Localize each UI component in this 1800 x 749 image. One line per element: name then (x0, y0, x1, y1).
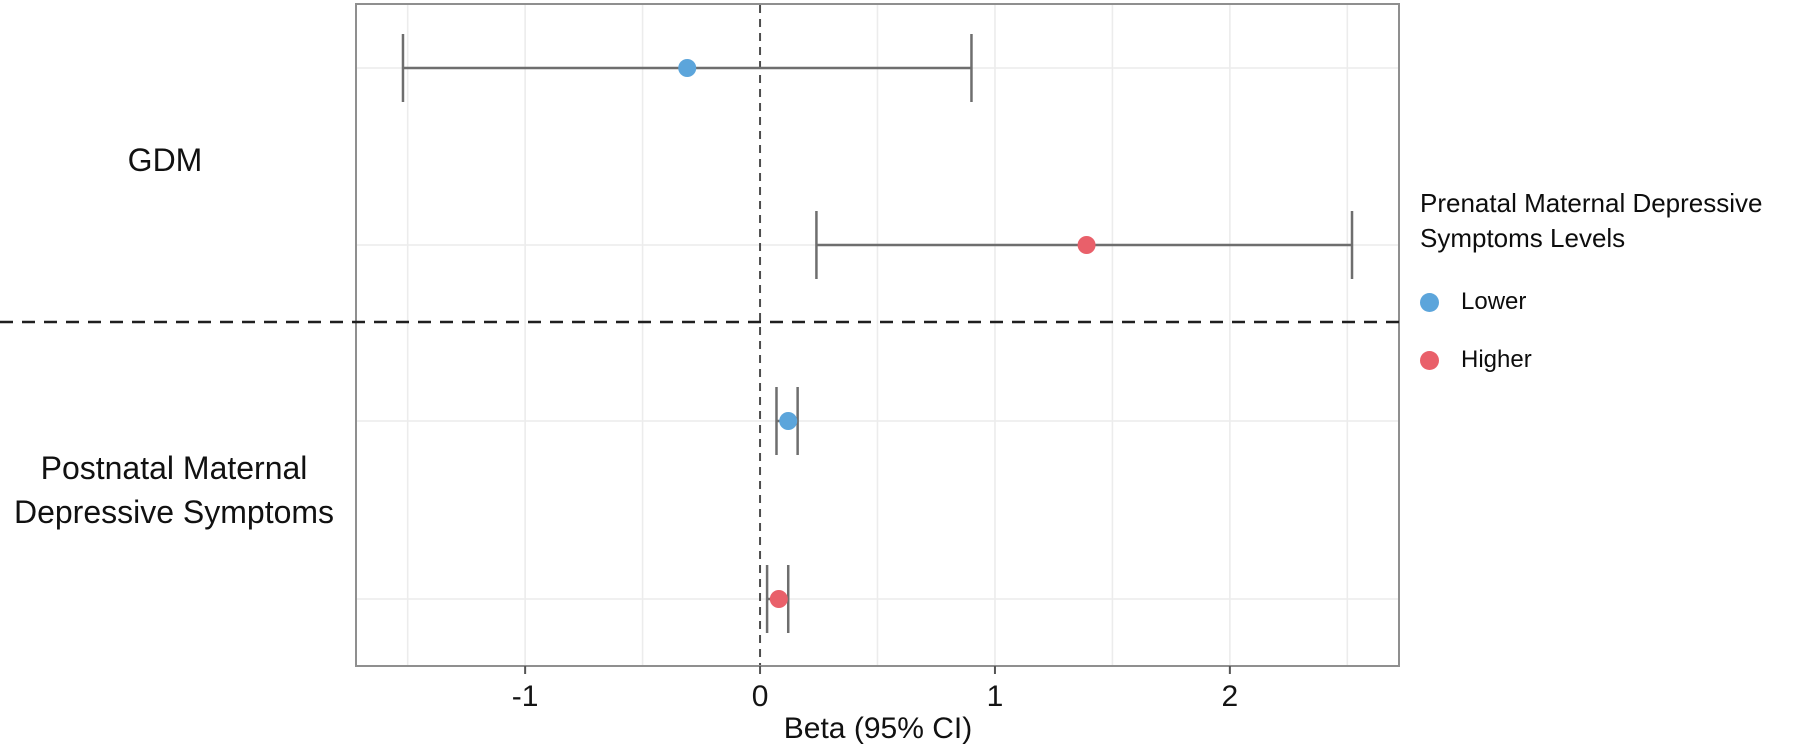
legend-title-line: Symptoms Levels (1420, 223, 1626, 253)
group-label-gdm: GDM (40, 138, 290, 182)
panel-border (355, 3, 1400, 667)
legend-title: Prenatal Maternal Depressive Symptoms Le… (1420, 186, 1770, 256)
group-label-line: Postnatal Maternal (40, 450, 308, 486)
legend: Prenatal Maternal Depressive Symptoms Le… (1420, 186, 1770, 374)
group-label-postnatal: Postnatal Maternal Depressive Symptoms (0, 446, 356, 534)
legend-item-higher: Higher (1420, 346, 1770, 374)
point-estimate-lower (678, 59, 697, 77)
group-label-line: Depressive Symptoms (13, 494, 335, 530)
legend-title-line: Prenatal Maternal Depressive (1420, 188, 1763, 218)
x-tick-label: 1 (986, 680, 1004, 713)
legend-items: Lower Higher (1420, 288, 1770, 374)
legend-dot-lower (1420, 292, 1439, 312)
x-axis-title: Beta (95% CI) (783, 712, 973, 745)
legend-item-lower: Lower (1420, 288, 1770, 316)
group-label-line: GDM (127, 142, 203, 178)
point-estimate-lower (779, 412, 798, 430)
point-estimate-higher (769, 590, 788, 608)
x-tick-label: 0 (751, 680, 769, 713)
legend-dot-higher (1420, 350, 1439, 370)
legend-item-label: Lower (1461, 288, 1527, 315)
x-tick-label: 2 (1221, 680, 1239, 713)
point-estimate-higher (1077, 236, 1096, 254)
legend-item-label: Higher (1461, 346, 1532, 373)
x-tick-label: -1 (511, 680, 539, 713)
